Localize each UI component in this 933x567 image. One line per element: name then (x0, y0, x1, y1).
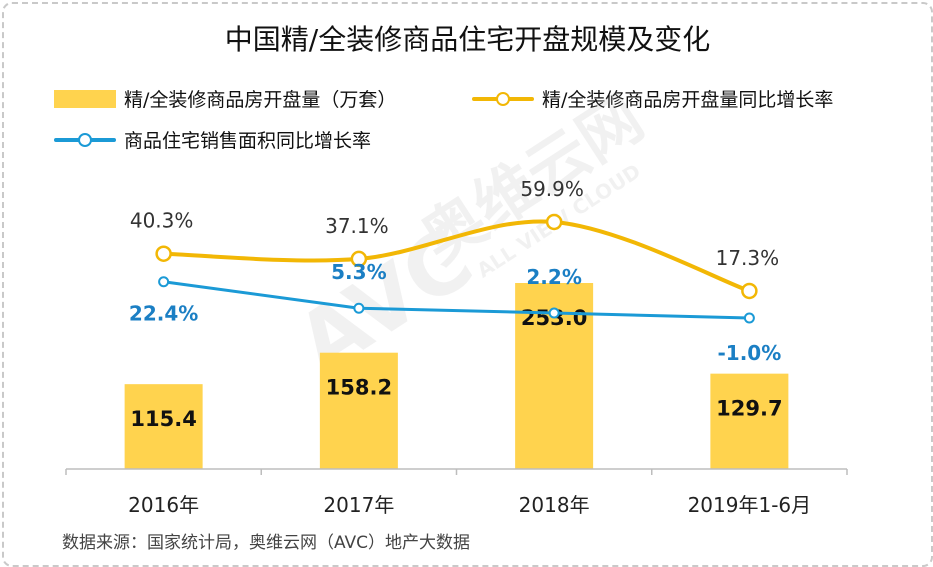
growth-label-3: 17.3% (716, 246, 780, 270)
growth-point-3 (741, 282, 758, 300)
data-source-note: 数据来源：国家统计局，奥维云网（AVC）地产大数据 (62, 533, 471, 553)
growth-point-1 (350, 250, 368, 268)
legend-bar-swatch (54, 89, 116, 108)
legend-sales-label: 商品住宅销售面积同比增长率 (124, 130, 372, 152)
sales-point-1 (353, 302, 365, 314)
chart-title: 中国精/全装修商品住宅开盘规模及变化 (224, 23, 711, 56)
sales-point-2 (548, 307, 560, 319)
growth-label-2: 59.9% (520, 177, 584, 201)
bar-label-0: 115.4 (130, 407, 196, 431)
x-tick-label-0: 2016年 (128, 493, 199, 517)
bar-0 (124, 384, 203, 469)
sales-label-1: 5.3% (331, 260, 386, 284)
legend-bar-series: 精/全装修商品房开盘量（万套） (54, 85, 396, 112)
bar-3 (710, 373, 789, 469)
legend-growth-line: 精/全装修商品房开盘量同比增长率 (472, 85, 833, 112)
sales-label-0: 22.4% (129, 302, 198, 326)
legend-growth-swatch (472, 90, 534, 108)
growth-label-1: 37.1% (325, 214, 389, 238)
growth-label-0: 40.3% (130, 209, 194, 233)
sales-line (163, 280, 750, 320)
legend-growth-label: 精/全装修商品房开盘量同比增长率 (542, 89, 834, 111)
growth-point-2 (545, 213, 563, 231)
legend-bar-label: 精/全装修商品房开盘量（万套） (124, 89, 397, 111)
bar-1 (319, 352, 398, 469)
sales-point-0 (158, 276, 170, 288)
sales-point-3 (743, 312, 755, 324)
x-tick-label-1: 2017年 (323, 493, 394, 517)
legend-sales-line: 商品住宅销售面积同比增长率 (54, 126, 371, 153)
growth-line (163, 219, 751, 293)
sales-label-2: 2.2% (526, 265, 581, 289)
bar-label-3: 129.7 (716, 397, 782, 421)
sales-label-3: -1.0% (717, 341, 781, 365)
legend-sales-swatch (54, 131, 116, 149)
x-tick-label-2: 2018年 (519, 493, 590, 517)
growth-point-0 (155, 245, 172, 262)
x-tick-label-3: 2019年1-6月 (688, 493, 812, 517)
bar-label-1: 158.2 (326, 376, 392, 400)
